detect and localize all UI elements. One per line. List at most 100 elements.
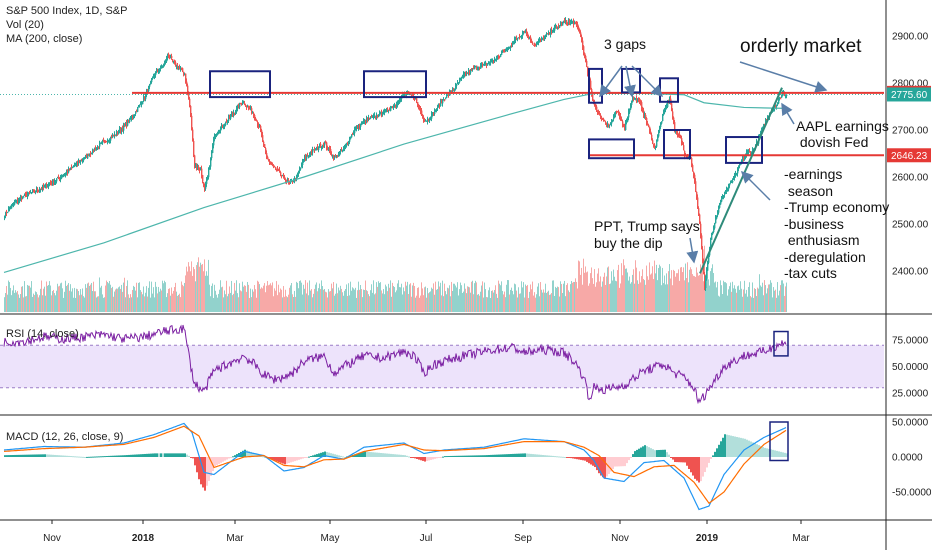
macd-histogram-bar (278, 457, 280, 463)
candle-body (129, 118, 131, 122)
volume-bar (535, 297, 536, 312)
candle-body (539, 40, 541, 42)
candle-body (13, 203, 15, 205)
candle-body (331, 154, 333, 156)
macd-histogram-bar (590, 457, 592, 465)
candle-body (463, 74, 465, 76)
macd-histogram-bar (642, 446, 644, 457)
macd-histogram-bar (292, 457, 294, 462)
candle-body (61, 177, 63, 179)
candle-body (786, 94, 788, 96)
volume-bar (719, 296, 720, 312)
macd-histogram-bar (682, 457, 684, 463)
volume-bar (651, 273, 652, 312)
candle-body (333, 155, 335, 159)
volume-bar (65, 280, 66, 312)
candle-body (734, 176, 736, 178)
volume-bar (142, 294, 143, 312)
volume-bar (333, 282, 334, 312)
volume-bar (475, 280, 476, 312)
macd-histogram-bar (334, 454, 336, 457)
macd-histogram-bar (370, 452, 372, 457)
macd-histogram-bar (516, 453, 518, 457)
volume-bar (413, 282, 414, 312)
macd-histogram-bar (424, 457, 426, 462)
macd-histogram-bar (32, 454, 34, 457)
candle-body (720, 201, 722, 205)
candle-body (702, 249, 704, 262)
candle-body (707, 263, 709, 271)
macd-histogram-bar (178, 453, 180, 457)
macd-histogram-bar (28, 454, 30, 457)
volume-bar (466, 293, 467, 312)
candle-body (30, 192, 32, 194)
volume-bar (772, 297, 773, 312)
volume-bar (322, 286, 323, 312)
candle-body (572, 21, 574, 23)
macd-histogram-bar (776, 450, 778, 457)
candle-body (725, 191, 727, 193)
candle-body (743, 158, 745, 160)
candle-body (263, 141, 265, 144)
macd-histogram-bar (778, 451, 780, 457)
macd-histogram-bar (502, 454, 504, 457)
volume-bar (339, 290, 340, 312)
volume-bar (120, 288, 121, 312)
volume-bar (431, 287, 432, 312)
macd-histogram-bar (224, 457, 226, 461)
candle-body (191, 115, 193, 130)
candle-body (488, 63, 490, 65)
volume-bar (569, 292, 570, 312)
macd-histogram-bar (616, 457, 618, 467)
candle-body (618, 111, 620, 114)
candle-body (674, 122, 676, 132)
candle-body (115, 134, 117, 136)
macd-histogram-bar (36, 454, 38, 457)
volume-bar (163, 283, 164, 312)
macd-histogram-bar (656, 450, 658, 457)
macd-histogram-bar (294, 457, 296, 462)
volume-bar (346, 284, 347, 312)
candle-body (57, 177, 59, 179)
volume-bar (747, 296, 748, 312)
candle-body (640, 100, 642, 103)
macd-histogram-bar (522, 453, 524, 457)
candle-body (281, 175, 283, 177)
candle-body (410, 94, 412, 96)
volume-bar (519, 293, 520, 312)
candle-body (504, 51, 506, 53)
candle-body (144, 97, 146, 99)
volume-bar (94, 291, 95, 312)
volume-bar (587, 271, 588, 312)
candle-body (409, 93, 411, 95)
volume-bar (340, 285, 341, 312)
macd-histogram-bar (712, 455, 714, 457)
volume-bar (213, 297, 214, 312)
macd-histogram-bar (246, 450, 248, 457)
macd-histogram-bar (650, 448, 652, 457)
macd-histogram-bar (26, 454, 28, 457)
candle-body (222, 124, 224, 128)
candle-body (442, 100, 444, 104)
volume-bar (335, 293, 336, 312)
volume-bar (430, 291, 431, 312)
volume-bar (503, 294, 504, 312)
macd-histogram-bar (164, 453, 166, 457)
macd-histogram-bar (72, 456, 74, 458)
candle-body (391, 107, 393, 109)
candle-body (113, 134, 115, 136)
macd-histogram-bar (336, 454, 338, 457)
macd-histogram-bar (606, 457, 608, 477)
volume-bar (139, 282, 140, 312)
volume-bar (505, 297, 506, 312)
candle-body (616, 110, 618, 112)
volume-bar (169, 288, 170, 312)
candle-body (741, 160, 743, 163)
volume-bar (671, 270, 672, 312)
candle-body (490, 61, 492, 64)
volume-bar (560, 281, 561, 312)
candle-body (507, 47, 509, 50)
macd-histogram-bar (44, 454, 46, 457)
volume-bar (477, 294, 478, 312)
